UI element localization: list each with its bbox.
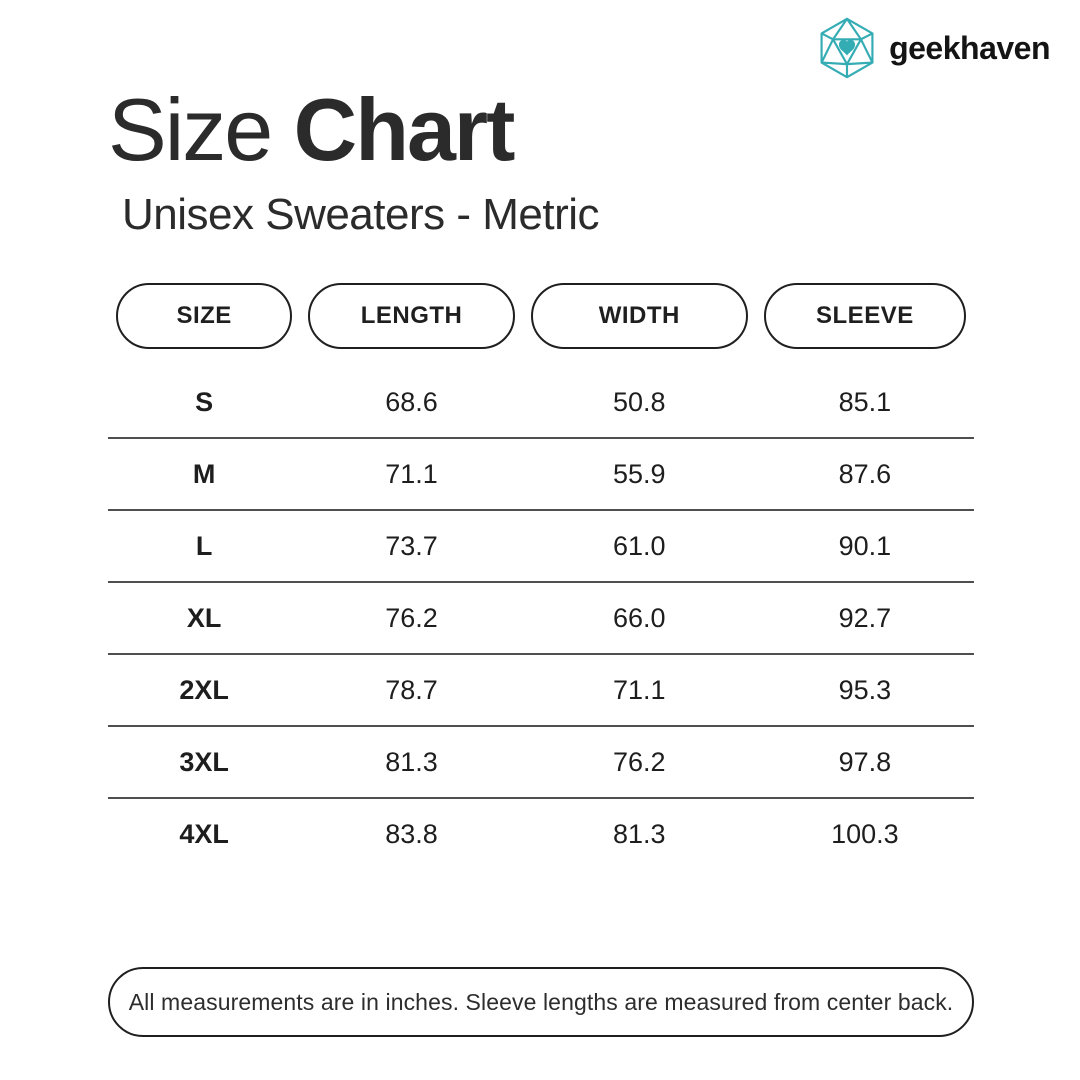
size-cell: 4XL (108, 797, 301, 869)
brand-name: geekhaven (889, 29, 1050, 66)
size-cell: 2XL (108, 653, 301, 726)
sleeve-cell: 97.8 (755, 725, 974, 798)
page-title-light: Size (108, 80, 273, 179)
size-cell: XL (108, 581, 301, 654)
table-row: L 73.7 61.0 90.1 (108, 509, 974, 582)
length-cell: 83.8 (300, 797, 523, 869)
length-cell: 81.3 (300, 725, 523, 798)
size-cell: M (108, 437, 301, 510)
length-cell: 78.7 (300, 653, 523, 726)
length-cell: 73.7 (300, 509, 523, 582)
width-cell: 81.3 (522, 797, 756, 869)
column-header-length: LENGTH (308, 283, 515, 349)
table-row: XL 76.2 66.0 92.7 (108, 581, 974, 654)
width-cell: 50.8 (612, 386, 666, 417)
size-cell: S (195, 386, 214, 417)
table-row: 3XL 81.3 76.2 97.8 (108, 725, 974, 798)
brand-logo: geekhaven (816, 16, 1050, 80)
measurement-note-text: All measurements are in inches. Sleeve l… (128, 988, 954, 1015)
length-cell: 76.2 (300, 581, 523, 654)
length-cell: 71.1 (300, 437, 523, 510)
d20-dice-heart-icon (820, 17, 874, 79)
sleeve-cell: 95.3 (755, 653, 974, 726)
page-subtitle: Unisex Sweaters - Metric (122, 190, 600, 239)
width-cell: 71.1 (522, 653, 756, 726)
sleeve-cell: 87.6 (755, 437, 974, 510)
column-header-width: WIDTH (530, 283, 748, 349)
size-cell: L (108, 509, 301, 582)
sleeve-cell: 90.1 (755, 509, 974, 582)
header-row: SIZE LENGTH WIDTH SLEEVE (108, 283, 974, 367)
table-row: S 68.6 50.8 85.1 (108, 367, 974, 438)
sleeve-cell: 92.7 (755, 581, 974, 654)
sleeve-cell: 85.1 (838, 386, 892, 417)
sleeve-cell: 100.3 (755, 797, 974, 869)
width-cell: 61.0 (522, 509, 756, 582)
width-cell: 76.2 (522, 725, 756, 798)
width-cell: 55.9 (522, 437, 756, 510)
size-cell: 3XL (108, 725, 301, 798)
length-cell: 68.6 (385, 386, 438, 417)
chart-content: Size Chart Unisex Sweaters - Metric SIZE… (108, 86, 974, 869)
table-row: M 71.1 55.9 87.6 (108, 437, 974, 510)
width-cell: 66.0 (522, 581, 756, 654)
measurement-note: All measurements are in inches. Sleeve l… (108, 967, 974, 1037)
column-header-sleeve: SLEEVE (763, 283, 966, 349)
size-table: SIZE LENGTH WIDTH SLEEVE S 68.6 50.8 85.… (108, 283, 974, 869)
page-title-bold: Chart (293, 80, 516, 179)
table-row: 2XL 78.7 71.1 95.3 (108, 653, 974, 726)
column-header-size: SIZE (116, 283, 293, 349)
table-row: 4XL 83.8 81.3 100.3 (108, 797, 974, 869)
page-title: Size Chart (108, 86, 974, 174)
